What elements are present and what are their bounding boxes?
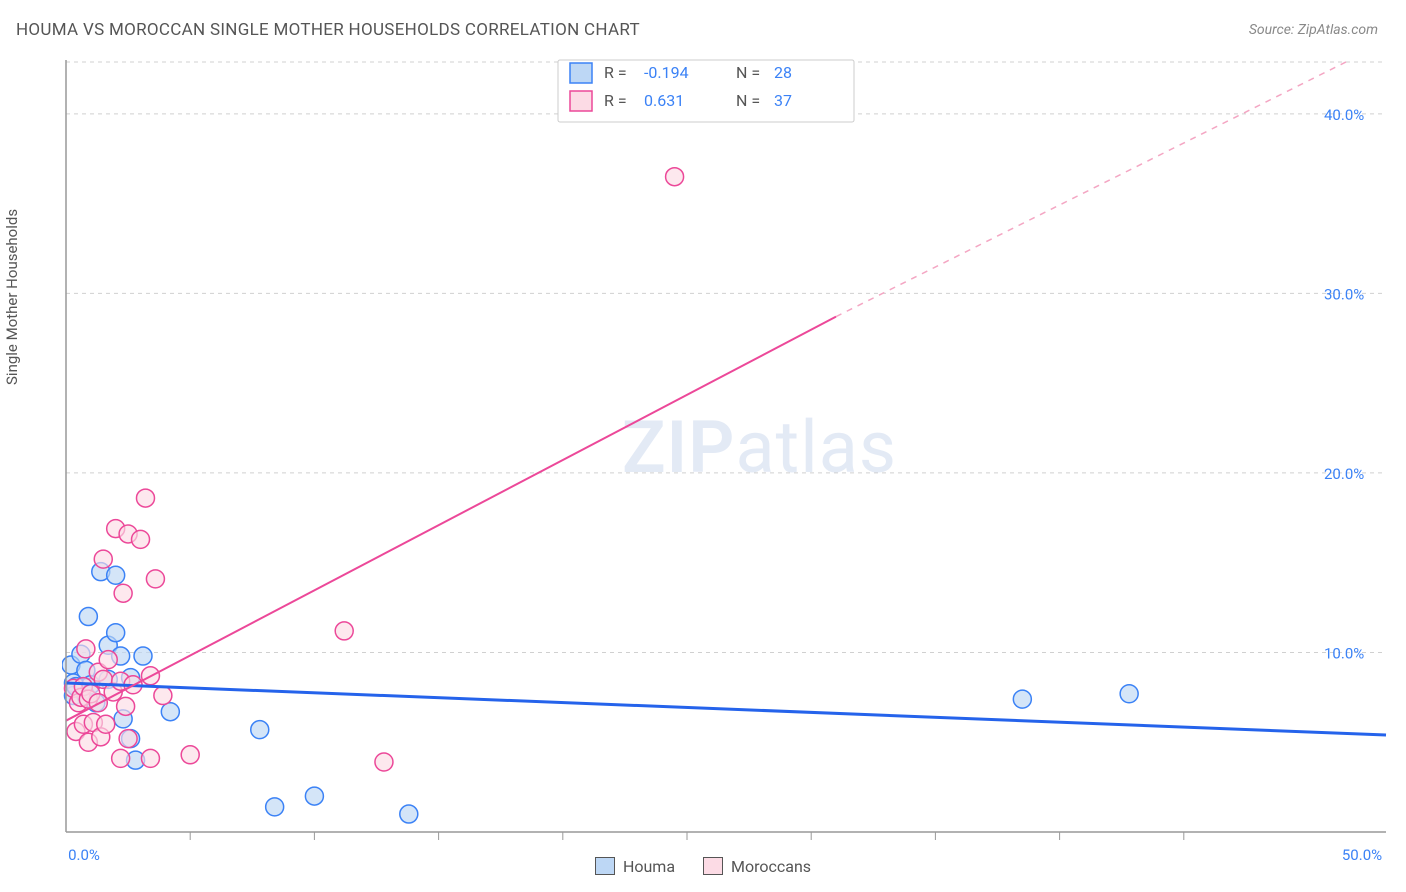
scatter-plot: ZIPatlas 10.0%20.0%30.0%40.0%0.0%50.0% R… xyxy=(62,52,1390,876)
chart-container: Single Mother Households ZIPatlas 10.0%2… xyxy=(16,52,1390,876)
series-legend: Houma Moroccans xyxy=(16,857,1390,876)
y-tick-label: 20.0% xyxy=(1324,465,1364,483)
data-point xyxy=(99,651,117,669)
data-point xyxy=(181,746,199,764)
data-point xyxy=(1120,685,1138,703)
data-point xyxy=(375,753,393,771)
data-point xyxy=(79,608,97,626)
y-axis-label: Single Mother Households xyxy=(3,209,21,385)
data-point xyxy=(335,622,353,640)
svg-text:37: 37 xyxy=(774,91,792,110)
source-attribution: Source: ZipAtlas.com xyxy=(1249,22,1378,38)
svg-text:N =: N = xyxy=(736,63,760,82)
data-point xyxy=(400,805,418,823)
data-point xyxy=(97,715,115,733)
data-point xyxy=(141,749,159,767)
legend-label: Houma xyxy=(623,857,675,876)
legend-swatch-blue xyxy=(595,857,615,875)
data-point xyxy=(107,624,125,642)
data-point xyxy=(119,730,137,748)
data-point xyxy=(1013,690,1031,708)
legend-swatch-pink xyxy=(703,857,723,875)
data-point xyxy=(94,550,112,568)
svg-text:R =: R = xyxy=(604,91,627,110)
trend-line-moroccans xyxy=(66,317,836,721)
data-point xyxy=(305,787,323,805)
data-point xyxy=(266,798,284,816)
svg-text:R =: R = xyxy=(604,63,627,82)
data-point xyxy=(146,570,164,588)
watermark: ZIPatlas xyxy=(622,405,897,490)
data-point xyxy=(136,489,154,507)
y-tick-label: 40.0% xyxy=(1324,106,1364,124)
data-point xyxy=(107,566,125,584)
y-tick-label: 30.0% xyxy=(1324,285,1364,303)
data-point xyxy=(77,640,95,658)
data-point xyxy=(666,168,684,186)
svg-text:-0.194: -0.194 xyxy=(644,63,689,82)
stats-legend: R = -0.194 N = 28 R = 0.631 N = 37 xyxy=(558,60,854,122)
svg-text:0.631: 0.631 xyxy=(644,91,684,110)
data-point xyxy=(132,530,150,548)
data-point xyxy=(117,697,135,715)
data-point xyxy=(114,584,132,602)
legend-item-moroccans: Moroccans xyxy=(703,857,811,876)
data-point xyxy=(134,647,152,665)
data-point xyxy=(251,721,269,739)
page-title: HOUMA VS MOROCCAN SINGLE MOTHER HOUSEHOL… xyxy=(16,20,640,40)
trend-line-moroccans-extrapolated xyxy=(836,61,1348,317)
y-tick-label: 10.0% xyxy=(1324,644,1364,662)
legend-item-houma: Houma xyxy=(595,857,675,876)
legend-label: Moroccans xyxy=(731,857,811,876)
svg-text:28: 28 xyxy=(774,63,792,82)
svg-text:N =: N = xyxy=(736,91,760,110)
data-point xyxy=(112,749,130,767)
data-point xyxy=(154,687,172,705)
data-point xyxy=(161,703,179,721)
